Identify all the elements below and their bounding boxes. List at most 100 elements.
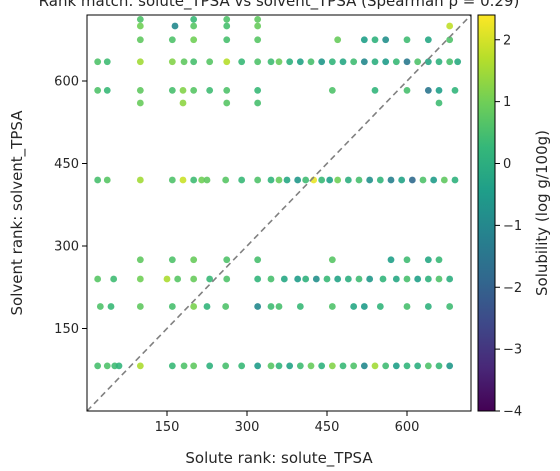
data-point bbox=[103, 362, 111, 370]
data-point bbox=[190, 86, 198, 94]
data-point bbox=[168, 303, 176, 310]
data-point bbox=[238, 362, 246, 370]
data-point bbox=[371, 362, 379, 370]
data-point bbox=[403, 58, 411, 66]
x-axis-ticks: 150 300 450 600 bbox=[155, 411, 420, 435]
data-point bbox=[254, 256, 262, 264]
y-tick-label: 450 bbox=[54, 157, 79, 172]
data-point bbox=[344, 275, 352, 283]
data-point bbox=[96, 303, 104, 310]
data-point bbox=[168, 36, 176, 44]
data-point bbox=[254, 275, 262, 283]
data-point bbox=[296, 58, 304, 66]
colorbar bbox=[477, 14, 496, 412]
data-point bbox=[136, 99, 144, 107]
data-point bbox=[267, 303, 275, 310]
data-point bbox=[254, 303, 262, 310]
data-point bbox=[403, 86, 411, 94]
data-point bbox=[430, 176, 438, 184]
colorbar-tick-label: 0 bbox=[503, 157, 511, 172]
colorbar-tick-label: 2 bbox=[503, 33, 511, 48]
data-point bbox=[179, 99, 187, 107]
data-point bbox=[296, 303, 304, 310]
data-point bbox=[275, 362, 283, 370]
data-point bbox=[446, 275, 454, 283]
data-point bbox=[451, 176, 459, 184]
data-point bbox=[206, 362, 214, 370]
data-point bbox=[136, 16, 144, 23]
data-point bbox=[371, 36, 379, 44]
data-point bbox=[238, 58, 246, 66]
data-point bbox=[334, 275, 342, 283]
data-point bbox=[190, 176, 198, 184]
x-tick-label: 600 bbox=[395, 420, 420, 435]
data-point bbox=[424, 58, 432, 66]
data-point bbox=[318, 58, 326, 66]
data-point bbox=[318, 362, 326, 370]
data-point bbox=[294, 275, 302, 283]
data-point bbox=[254, 58, 262, 66]
data-point bbox=[168, 256, 176, 264]
data-point bbox=[318, 176, 326, 184]
data-point bbox=[360, 303, 368, 310]
data-point bbox=[180, 362, 188, 370]
data-point bbox=[446, 362, 454, 370]
data-point bbox=[222, 303, 230, 310]
data-point bbox=[115, 362, 123, 370]
data-point bbox=[136, 256, 144, 264]
y-tick-label: 300 bbox=[54, 240, 79, 255]
data-point bbox=[360, 362, 368, 370]
data-point bbox=[435, 58, 443, 66]
data-point bbox=[435, 99, 443, 107]
data-point bbox=[190, 303, 198, 310]
data-point bbox=[334, 176, 342, 184]
data-point bbox=[267, 176, 275, 184]
data-point bbox=[294, 176, 302, 184]
data-point bbox=[382, 362, 390, 370]
data-point bbox=[392, 362, 400, 370]
data-point bbox=[136, 36, 144, 44]
data-point bbox=[355, 176, 363, 184]
data-point bbox=[379, 275, 387, 283]
data-point bbox=[328, 58, 336, 66]
data-point bbox=[222, 362, 230, 370]
x-tick-label: 150 bbox=[155, 420, 180, 435]
data-point bbox=[312, 275, 320, 283]
data-point bbox=[344, 176, 352, 184]
data-point bbox=[446, 58, 454, 66]
data-point bbox=[223, 256, 231, 264]
data-point bbox=[267, 58, 275, 66]
data-point bbox=[350, 303, 358, 310]
data-point bbox=[424, 275, 432, 283]
diagonal-reference-line bbox=[86, 14, 472, 412]
data-point bbox=[446, 22, 454, 30]
data-point bbox=[238, 176, 246, 184]
data-point bbox=[435, 86, 443, 94]
data-point bbox=[355, 275, 363, 283]
data-point bbox=[451, 86, 459, 94]
data-point bbox=[168, 362, 176, 370]
data-point bbox=[223, 36, 231, 44]
data-point bbox=[223, 22, 231, 30]
data-point bbox=[403, 362, 411, 370]
data-point bbox=[190, 58, 198, 66]
colorbar-tick-label: −1 bbox=[503, 219, 522, 234]
data-point bbox=[110, 275, 118, 283]
data-point bbox=[446, 303, 454, 310]
data-point bbox=[179, 86, 187, 94]
data-point bbox=[103, 176, 111, 184]
data-point bbox=[107, 303, 115, 310]
colorbar-label: Solubility (log g/100g) bbox=[533, 130, 551, 296]
data-point bbox=[371, 58, 379, 66]
data-point bbox=[254, 176, 262, 184]
data-point bbox=[408, 176, 416, 184]
data-point bbox=[163, 275, 171, 283]
data-point bbox=[414, 275, 422, 283]
data-point bbox=[190, 16, 198, 23]
data-point bbox=[398, 176, 406, 184]
data-point bbox=[206, 58, 214, 66]
colorbar-tick-label: −4 bbox=[503, 405, 522, 420]
data-point bbox=[180, 58, 188, 66]
data-point bbox=[275, 58, 283, 66]
